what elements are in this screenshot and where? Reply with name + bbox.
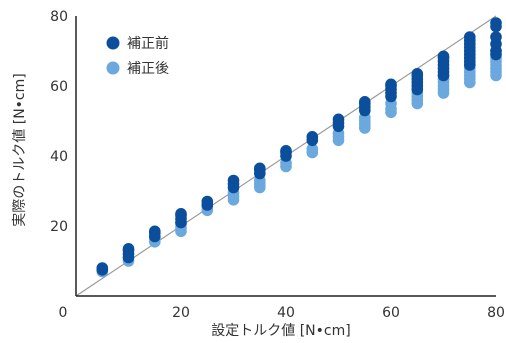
x-tick-label: 20: [172, 305, 190, 321]
point-before: [359, 96, 371, 108]
point-before: [280, 145, 292, 157]
legend-label-before: 補正前: [127, 35, 169, 52]
point-before: [411, 68, 424, 80]
axes: [75, 16, 496, 297]
point-before: [437, 50, 450, 63]
x-tick-label: 0: [59, 305, 68, 321]
point-before: [149, 225, 161, 238]
legend-label-after: 補正後: [127, 61, 169, 77]
point-before: [306, 131, 319, 143]
point-before: [464, 31, 476, 43]
y-axis-label: 実際のトルク値 [N•cm]: [12, 73, 28, 226]
y-tick-label: 40: [50, 149, 68, 165]
x-axis-label: 設定トルク値 [N•cm]: [211, 323, 350, 339]
y-tick-label: 80: [50, 9, 68, 25]
legend-marker-after: [106, 61, 120, 75]
point-after: [306, 143, 319, 155]
y-tick-label: 60: [50, 79, 68, 95]
legend: 補正前 補正後: [106, 35, 169, 77]
point-before: [227, 174, 240, 187]
point-before: [490, 17, 502, 29]
y-tick-label: 20: [50, 219, 68, 235]
x-tick-label: 80: [487, 305, 505, 321]
point-before: [201, 195, 214, 208]
point-before: [332, 113, 345, 126]
point-before: [490, 31, 502, 43]
legend-marker-before: [106, 36, 120, 50]
point-before: [96, 262, 109, 274]
point-before: [175, 208, 187, 220]
x-tick-label: 40: [277, 305, 295, 321]
point-before: [385, 78, 397, 91]
point-before: [122, 243, 135, 255]
data-points: [96, 17, 502, 278]
x-tick-label: 60: [382, 305, 400, 321]
tick-labels: 0 20 40 60 80 20 40 60 80: [50, 9, 505, 321]
point-before: [253, 162, 266, 175]
